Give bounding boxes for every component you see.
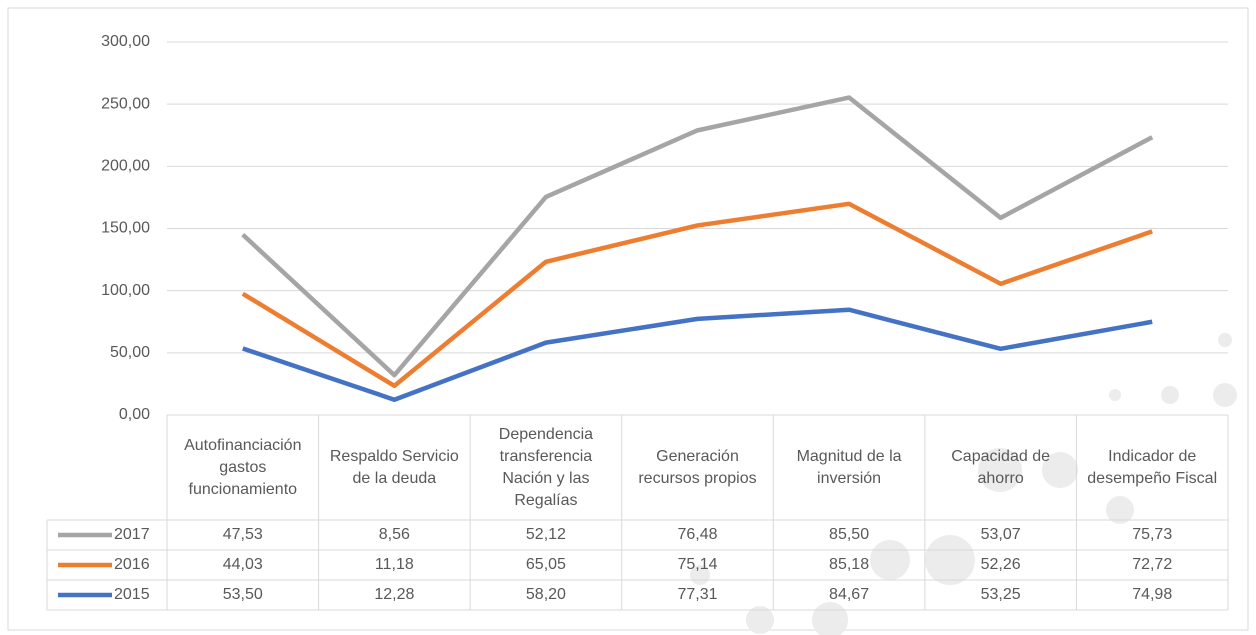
- x-category-label: Magnitud de la inversión: [773, 415, 925, 520]
- table-value: 53,07: [981, 526, 1021, 543]
- table-value: 75,73: [1132, 526, 1172, 543]
- x-category-label: Dependencia transferencia Nación y las R…: [470, 415, 622, 520]
- table-value: 74,98: [1132, 586, 1172, 603]
- table-value: 53,25: [981, 586, 1021, 603]
- line-series: [243, 310, 1152, 400]
- table-value: 85,18: [829, 556, 869, 573]
- chart-frame: [8, 8, 1248, 630]
- table-value: 47,53: [223, 526, 263, 543]
- legend-label: 2015: [114, 586, 150, 603]
- table-value: 11,18: [375, 556, 414, 573]
- table-value: 58,20: [526, 586, 566, 603]
- table-value: 72,72: [1132, 556, 1172, 573]
- y-tick-label: 150,00: [101, 220, 150, 237]
- table-value: 52,12: [526, 526, 566, 543]
- table-value: 84,67: [829, 586, 869, 603]
- y-tick-label: 200,00: [101, 158, 150, 175]
- table-value: 77,31: [677, 586, 717, 603]
- y-tick-label: 300,00: [101, 33, 150, 50]
- y-tick-label: 0,00: [119, 406, 150, 423]
- line-series: [243, 98, 1152, 376]
- y-tick-label: 250,00: [101, 95, 150, 112]
- table-value: 76,48: [677, 526, 717, 543]
- chart: 0,00 50,00 100,00 150,00 200,00 250,00 300,00 2…: [0, 0, 1256, 635]
- legend-label: 2016: [114, 556, 150, 573]
- y-tick-label: 50,00: [110, 344, 150, 361]
- x-category-label: Indicador de desempeño Fiscal: [1076, 415, 1228, 520]
- page: 0,00 50,00 100,00 150,00 200,00 250,00 300,00 2…: [0, 0, 1256, 635]
- table-value: 44,03: [223, 556, 263, 573]
- x-category-label: Capacidad de ahorro: [925, 415, 1077, 520]
- table-value: 52,26: [981, 556, 1021, 573]
- table-value: 12,28: [374, 586, 414, 603]
- table-value: 8,56: [379, 526, 410, 543]
- x-category-label: Generación recursos propios: [622, 415, 774, 520]
- x-category-label: Respaldo Servicio de la deuda: [319, 415, 471, 520]
- table-value: 65,05: [526, 556, 566, 573]
- y-tick-label: 100,00: [101, 282, 150, 299]
- table-value: 75,14: [677, 556, 717, 573]
- x-category-label: Autofinanciación gastos funcionamiento: [167, 415, 319, 520]
- legend-label: 2017: [114, 526, 150, 543]
- table-value: 53,50: [223, 586, 263, 603]
- table-value: 85,50: [829, 526, 869, 543]
